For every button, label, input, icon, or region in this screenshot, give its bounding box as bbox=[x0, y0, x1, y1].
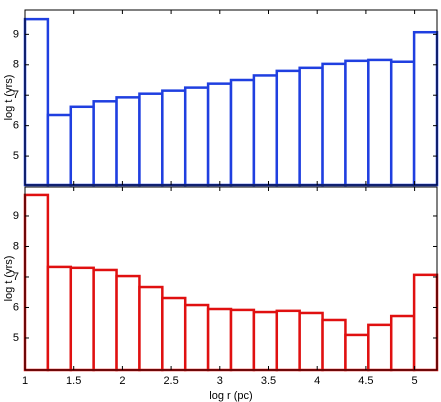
x-tick-label: 2.5 bbox=[163, 375, 178, 387]
y-axis-label: log t (yrs) bbox=[3, 256, 15, 302]
bar bbox=[412, 273, 439, 372]
y-tick-label: 5 bbox=[13, 150, 19, 162]
bar bbox=[252, 310, 279, 372]
bar bbox=[92, 100, 118, 187]
bar bbox=[229, 308, 256, 372]
x-tick-label: 3.5 bbox=[261, 375, 276, 387]
axes-box bbox=[24, 9, 438, 186]
x-tick-label: 1 bbox=[22, 375, 28, 387]
bar bbox=[183, 86, 210, 187]
y-tick-label: 9 bbox=[13, 210, 19, 222]
bar bbox=[321, 62, 347, 187]
y-tick-label: 6 bbox=[13, 301, 19, 313]
x-axis-label: log r (pc) bbox=[209, 390, 252, 402]
bar bbox=[389, 314, 416, 372]
bar bbox=[183, 303, 210, 372]
bar bbox=[389, 60, 416, 187]
y-tick-label: 6 bbox=[13, 120, 19, 132]
bar bbox=[344, 333, 370, 372]
x-tick-label: 1.5 bbox=[66, 375, 81, 387]
bar bbox=[298, 66, 324, 187]
y-tick-label: 7 bbox=[13, 271, 19, 283]
bar bbox=[161, 296, 187, 372]
bar bbox=[206, 82, 233, 187]
bar bbox=[298, 311, 324, 372]
bar bbox=[161, 89, 187, 187]
y-axis-label: log t (yrs) bbox=[3, 75, 15, 121]
bar bbox=[115, 274, 141, 372]
bar bbox=[229, 78, 256, 187]
x-tick-label: 4.5 bbox=[358, 375, 373, 387]
bar bbox=[206, 307, 233, 372]
y-tick-label: 5 bbox=[13, 332, 19, 344]
y-tick-label: 8 bbox=[13, 59, 19, 71]
bar bbox=[69, 266, 95, 372]
bar bbox=[275, 69, 301, 187]
bar bbox=[275, 309, 301, 372]
x-tick-label: 2 bbox=[119, 375, 125, 387]
bar bbox=[321, 318, 347, 372]
x-tick-label: 5 bbox=[412, 375, 418, 387]
bar bbox=[92, 268, 118, 372]
x-tick-label: 4 bbox=[314, 375, 320, 387]
bar bbox=[252, 74, 279, 187]
bar bbox=[138, 285, 164, 372]
x-tick-label: 3 bbox=[217, 375, 223, 387]
bar bbox=[344, 59, 370, 187]
bar bbox=[23, 17, 50, 187]
bar bbox=[412, 30, 439, 187]
axes-box bbox=[24, 186, 438, 371]
bar bbox=[138, 92, 164, 187]
y-tick-label: 8 bbox=[13, 240, 19, 252]
y-tick-label: 9 bbox=[13, 28, 19, 40]
bar bbox=[115, 96, 141, 187]
bar bbox=[23, 193, 50, 372]
bar bbox=[46, 113, 73, 187]
y-tick-label: 7 bbox=[13, 89, 19, 101]
bar bbox=[46, 265, 73, 372]
bar bbox=[69, 105, 95, 187]
bar bbox=[367, 323, 393, 372]
bar bbox=[367, 58, 393, 187]
